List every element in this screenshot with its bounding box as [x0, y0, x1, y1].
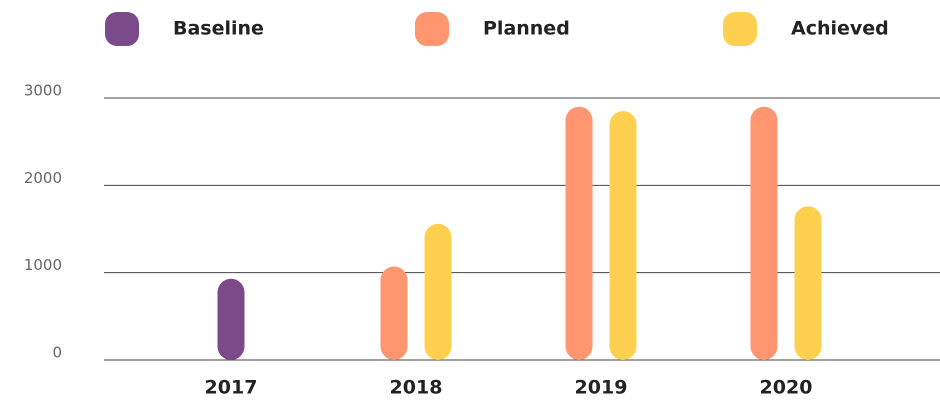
x-tick-label: 2017: [205, 377, 258, 399]
y-tick-label: 2000: [24, 169, 62, 187]
x-tick-label: 2018: [390, 377, 443, 399]
bar: [217, 278, 245, 360]
x-tick-label: 2019: [575, 377, 628, 399]
bar: [424, 223, 452, 360]
legend-label: Planned: [483, 18, 570, 40]
bar: [794, 206, 822, 360]
legend-swatch: [723, 12, 757, 46]
y-tick-label: 3000: [24, 82, 62, 100]
legend-label: Baseline: [173, 18, 264, 40]
y-tick-label: 0: [52, 344, 62, 362]
legend-swatch: [105, 12, 139, 46]
legend-swatch: [415, 12, 449, 46]
bar: [565, 106, 593, 360]
bar: [609, 111, 637, 360]
legend-label: Achieved: [791, 18, 889, 40]
bar: [750, 106, 778, 360]
bar: [380, 266, 408, 360]
x-tick-label: 2020: [760, 377, 813, 399]
y-tick-label: 1000: [24, 256, 62, 274]
